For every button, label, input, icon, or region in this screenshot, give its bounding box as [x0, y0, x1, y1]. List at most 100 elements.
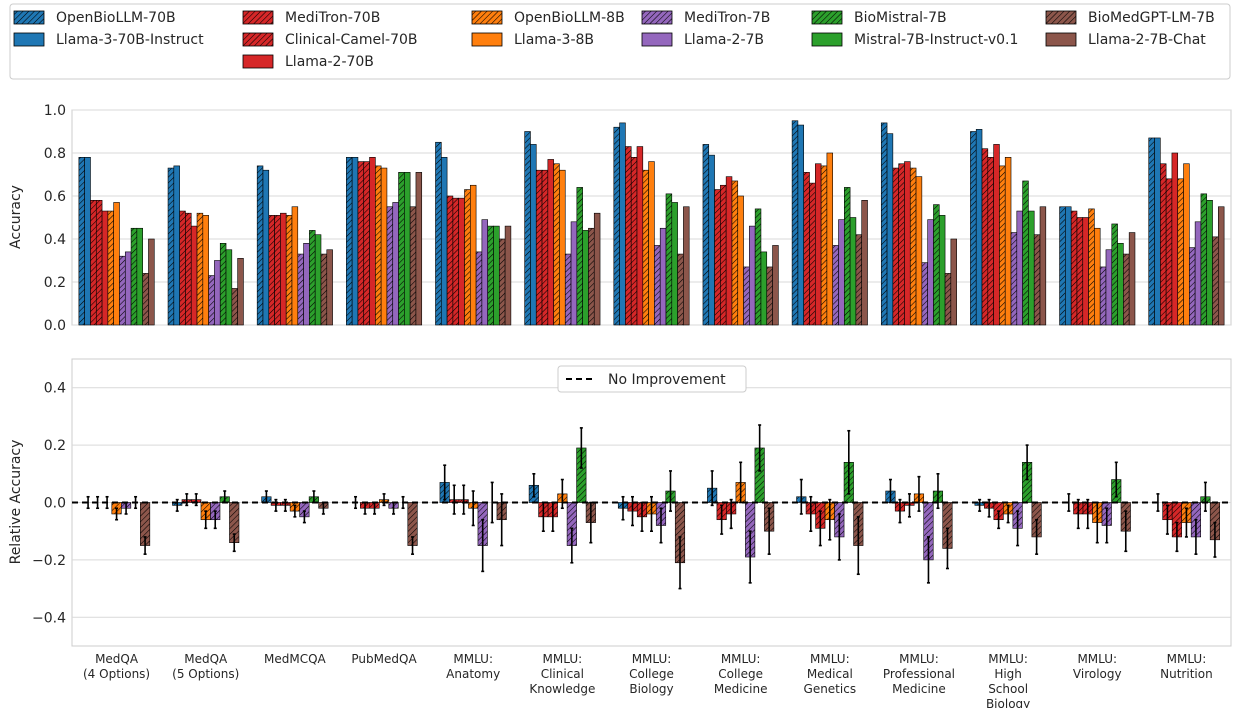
legend-label: Llama-3-8B: [514, 32, 594, 48]
bottom-y-tick-label: −0.4: [32, 610, 66, 626]
top-bar: [1088, 208, 1095, 326]
top-bar-hatch: [803, 172, 810, 325]
top-y-tick-label: 0.4: [44, 232, 66, 248]
top-bar-hatch: [357, 161, 364, 325]
top-bar-hatch: [881, 122, 888, 326]
top-bar-hatch: [809, 183, 816, 325]
x-tick-label-line: MMLU:: [988, 652, 1028, 666]
top-bar: [535, 169, 543, 326]
top-bar-fill: [202, 215, 209, 326]
x-tick-label-line: MMLU:: [543, 652, 583, 666]
top-bar-fill: [1082, 217, 1089, 326]
bottom-bar: [674, 502, 686, 590]
top-bar: [262, 169, 270, 326]
x-tick-label-line: MedQA: [95, 652, 139, 666]
top-bar: [1117, 243, 1124, 326]
top-bar-fill: [392, 202, 399, 326]
top-bar-hatch: [1022, 180, 1029, 325]
top-bar: [791, 120, 799, 326]
top-bar: [493, 225, 500, 326]
top-bar: [303, 243, 310, 326]
top-bar: [375, 165, 382, 326]
bottom-bar: [824, 498, 835, 541]
bottom-bar-hatch: [576, 447, 587, 503]
top-bar: [944, 273, 952, 326]
top-bar-hatch: [386, 206, 393, 325]
top-bar-hatch: [553, 163, 560, 325]
legend-swatch-hatch: [243, 11, 273, 24]
x-tick-label: MedQA (5 Options): [172, 652, 239, 681]
top-bar: [1094, 227, 1101, 326]
top-bar: [452, 197, 459, 326]
top-bar: [464, 189, 471, 326]
top-bar-hatch: [168, 168, 174, 325]
top-bar: [1004, 157, 1012, 326]
top-bar-fill: [737, 195, 744, 326]
top-bar: [446, 195, 454, 326]
top-bar-hatch: [179, 211, 186, 325]
top-bar-fill: [838, 219, 845, 326]
top-bar: [921, 262, 928, 326]
top-y-tick-label: 1.0: [44, 103, 66, 119]
x-tick-label: MMLU: High School Biology: [986, 652, 1030, 708]
top-bar: [1160, 163, 1167, 326]
top-bar: [285, 215, 293, 326]
x-tick-label-line: MMLU:: [721, 652, 761, 666]
top-bar-fill: [950, 238, 957, 326]
bottom-bar: [932, 472, 944, 510]
top-bar: [898, 163, 905, 326]
top-bar-fill: [683, 206, 690, 326]
top-bar: [933, 204, 940, 326]
top-bar-hatch: [375, 165, 382, 325]
legend-label: OpenBioLLM-8B: [514, 10, 625, 26]
top-bar-hatch: [363, 161, 370, 325]
top-bar: [892, 167, 899, 326]
top-bar: [124, 251, 132, 326]
top-bar-fill: [1206, 200, 1213, 326]
top-bar: [1022, 180, 1029, 326]
top-bar-hatch: [792, 120, 798, 325]
x-tick-label-line: Clinical: [541, 667, 584, 681]
top-bar: [148, 238, 155, 326]
legend-item: Clinical-Camel-70B: [242, 32, 418, 48]
bottom-bar: [843, 429, 854, 503]
top-bar-hatch: [933, 204, 940, 325]
top-bar: [613, 126, 620, 326]
top-bar: [731, 180, 739, 326]
bottom-bar: [853, 502, 864, 576]
top-bar-fill: [797, 124, 805, 326]
reference-legend: No Improvement: [557, 365, 747, 393]
x-tick-label: MMLU: College Biology: [629, 652, 674, 696]
top-bar: [380, 167, 388, 326]
top-bar-fill: [1171, 152, 1179, 326]
x-tick-label-line: MMLU:: [810, 652, 850, 666]
top-bar-fill: [1183, 163, 1190, 326]
x-tick-label-line: Medical: [807, 667, 853, 681]
top-bar-hatch: [452, 198, 459, 325]
top-bar-hatch: [1059, 206, 1066, 325]
top-bar: [797, 124, 805, 326]
x-tick-label-line: MMLU:: [1167, 652, 1207, 666]
top-bar-fill: [993, 144, 1000, 326]
top-bar: [351, 157, 359, 326]
top-bar-hatch: [1200, 193, 1207, 325]
top-bar-hatch: [185, 213, 192, 325]
legend-label: MediTron-70B: [285, 10, 380, 26]
bottom-bar: [210, 502, 221, 530]
top-bar: [547, 159, 554, 326]
top-bar-hatch: [970, 131, 977, 325]
top-bar: [880, 122, 888, 326]
legend-swatch: [242, 54, 274, 69]
legend-item: Mistral-7B-Instruct-v0.1: [811, 32, 1018, 48]
top-bar-hatch: [832, 245, 839, 325]
top-bar-hatch: [1123, 254, 1130, 325]
top-bar: [559, 169, 566, 326]
top-bar-fill: [1105, 249, 1113, 326]
x-tick-label-line: MMLU:: [453, 652, 493, 666]
top-bar-hatch: [131, 228, 137, 325]
top-y-tick-label: 0.0: [44, 318, 66, 334]
top-bar-fill: [559, 169, 566, 326]
legend-item: BioMedGPT-LM-7B: [1045, 10, 1215, 26]
top-accuracy-chart: 0.0 0.2 0.4 0.6 0.8 1.0 Accuracy: [8, 103, 1232, 334]
top-bar-hatch: [96, 200, 103, 325]
